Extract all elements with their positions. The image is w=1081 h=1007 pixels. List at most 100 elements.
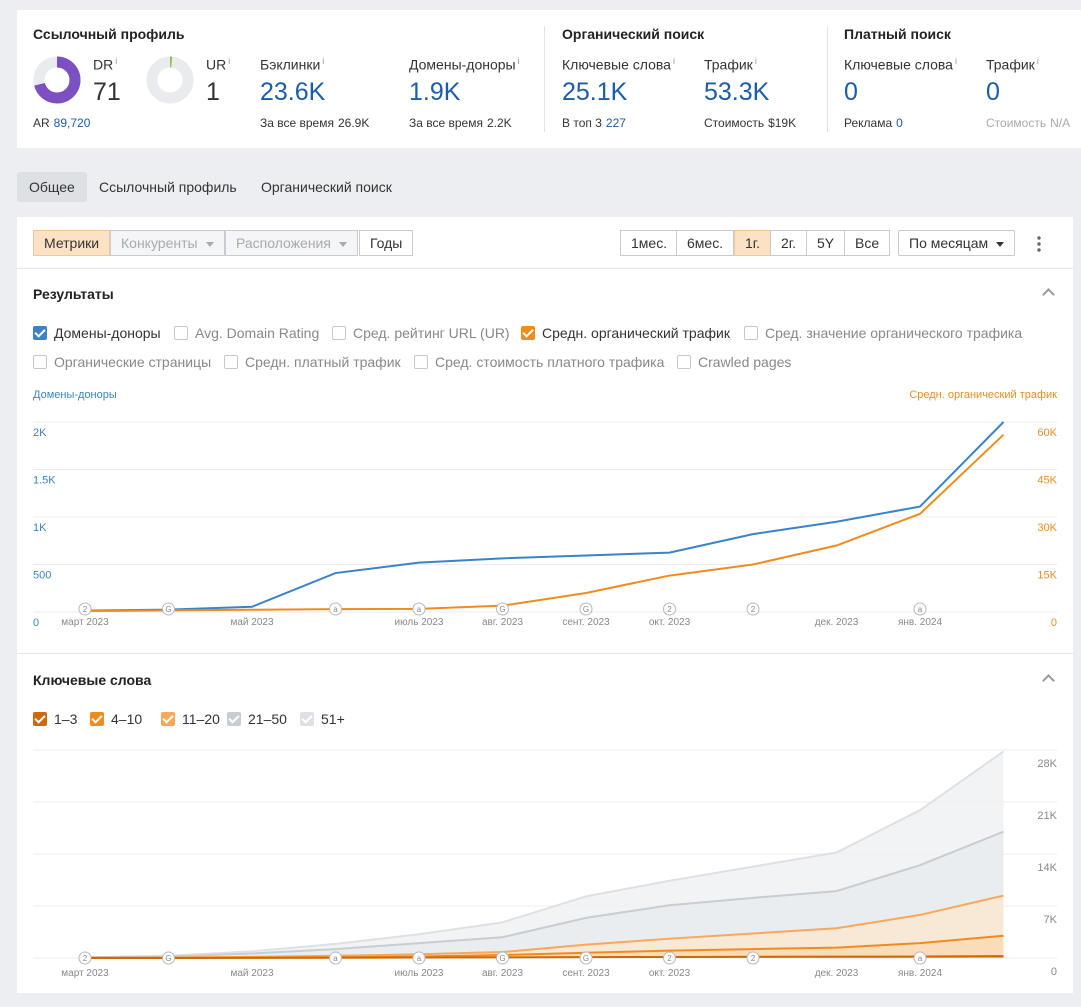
keyword-position-checkbox[interactable]: 21–50	[227, 710, 287, 728]
keyword-position-label: 21–50	[248, 711, 287, 727]
x-axis-tick: сент. 2023	[562, 617, 610, 628]
tab-overview[interactable]: Общее	[17, 172, 87, 202]
keyword-position-label: 51+	[321, 711, 345, 727]
checkbox-checked-icon[interactable]	[521, 326, 535, 340]
tab-backlink-profile[interactable]: Ссылочный профиль	[99, 179, 237, 195]
checkbox-checked-icon[interactable]	[90, 712, 104, 726]
checkbox-checked-icon[interactable]	[33, 712, 47, 726]
annotation-marker: G	[496, 602, 509, 616]
metric-checkbox[interactable]: Средн. платный трафик	[224, 353, 401, 371]
annotation-icon: 2	[83, 954, 88, 963]
keyword-position-checkbox[interactable]: 4–10	[90, 710, 142, 728]
checkbox-icon[interactable]	[414, 355, 428, 369]
annotation-circle	[663, 951, 676, 965]
annotation-marker: a	[329, 602, 342, 616]
area-fill	[85, 831, 1004, 958]
annotation-marker: G	[162, 602, 175, 616]
metric-checkbox[interactable]: Средн. органический трафик	[521, 324, 730, 342]
annotation-circle	[78, 951, 92, 965]
organic-keywords-value[interactable]: 25.1K	[562, 78, 628, 106]
divider	[17, 268, 1073, 269]
checkbox-checked-icon[interactable]	[161, 712, 175, 726]
checkbox-icon[interactable]	[332, 326, 346, 340]
annotation-marker: G	[496, 951, 509, 965]
keyword-position-checkbox[interactable]: 51+	[300, 710, 345, 728]
left-axis-tick: 500	[33, 570, 51, 582]
metric-checkbox-label: Crawled pages	[698, 354, 792, 370]
metric-checkbox[interactable]: Сред. рейтинг URL (UR)	[332, 324, 510, 342]
main-card: Метрики Конкуренты Расположения Годы 1ме…	[17, 217, 1073, 993]
chevron-down-icon	[338, 241, 347, 247]
checkbox-checked-icon[interactable]	[227, 712, 241, 726]
ur-value: 1	[206, 78, 220, 106]
metric-checkbox-label: Avg. Domain Rating	[195, 325, 320, 341]
checkbox-icon[interactable]	[744, 326, 758, 340]
annotation-icon: a	[333, 605, 338, 614]
keyword-position-checkbox[interactable]: 1–3	[33, 710, 77, 728]
dr-donut	[33, 56, 81, 104]
annotation-icon: a	[417, 605, 422, 614]
annotation-marker: a	[412, 602, 426, 616]
competitors-dropdown[interactable]: Конкуренты	[110, 230, 225, 256]
annotation-circle	[412, 951, 426, 965]
keyword-position-checkbox[interactable]: 11–20	[161, 710, 220, 728]
checkbox-icon[interactable]	[224, 355, 238, 369]
period-6m-button[interactable]: 6мес.	[676, 230, 735, 256]
chevron-up-icon[interactable]	[1042, 674, 1055, 687]
checkbox-icon[interactable]	[174, 326, 188, 340]
annotation-icon: G	[583, 954, 589, 963]
paid-keywords-value[interactable]: 0	[844, 78, 858, 106]
period-1y-button[interactable]: 1г.	[734, 230, 772, 256]
annotation-icon: 2	[751, 605, 756, 614]
more-vertical-icon[interactable]	[1035, 235, 1043, 253]
annotation-circle	[329, 602, 342, 616]
checkbox-checked-icon[interactable]	[300, 712, 314, 726]
metric-checkbox[interactable]: Органические страницы	[33, 353, 211, 371]
metric-checkbox[interactable]: Crawled pages	[677, 353, 791, 371]
metric-checkbox[interactable]: Домены-доноры	[33, 324, 161, 342]
locations-dropdown[interactable]: Расположения	[225, 230, 358, 256]
area-line	[84, 750, 1005, 959]
annotation-icon: G	[165, 954, 171, 963]
left-axis-tick: 2K	[33, 427, 47, 439]
ar-value[interactable]: 89,720	[53, 116, 91, 130]
tab-organic-search[interactable]: Органический поиск	[261, 179, 392, 195]
backlinks-value[interactable]: 23.6K	[260, 78, 326, 106]
series-line	[84, 433, 1005, 613]
years-button[interactable]: Годы	[359, 230, 414, 256]
period-1m-button[interactable]: 1мес.	[620, 230, 679, 256]
chevron-up-icon[interactable]	[1042, 288, 1055, 301]
right-axis-tick: 0	[1051, 966, 1057, 978]
summary-card: Ссылочный профиль DR i 71 UR i 1 AR 89,720 …	[17, 10, 1081, 148]
paid-traffic-value[interactable]: 0	[986, 78, 1000, 106]
area-line	[84, 830, 1004, 959]
metric-checkbox[interactable]: Сред. значение органического трафика	[744, 324, 1022, 342]
annotation-icon: a	[918, 605, 923, 614]
organic-traffic-value[interactable]: 53.3K	[704, 78, 770, 106]
top3-value[interactable]: 227	[605, 116, 626, 130]
chevron-down-icon	[205, 241, 214, 247]
checkbox-icon[interactable]	[677, 355, 691, 369]
annotation-icon: 2	[667, 605, 672, 614]
period-2y-button[interactable]: 2г.	[770, 230, 808, 256]
left-axis-tick: 1K	[33, 522, 47, 534]
right-axis-tick: 30K	[1037, 522, 1057, 534]
annotation-marker: 2	[746, 951, 760, 965]
ur-donut	[146, 56, 194, 104]
metrics-button[interactable]: Метрики	[33, 230, 111, 256]
ref-domains-value[interactable]: 1.9K	[409, 78, 461, 106]
granularity-dropdown[interactable]: По месяцам	[898, 230, 1016, 256]
checkbox-checked-icon[interactable]	[33, 326, 47, 340]
annotation-circle	[162, 602, 175, 616]
annotation-marker: 2	[746, 602, 760, 616]
period-5y-button[interactable]: 5Y	[806, 230, 846, 256]
left-axis-title: Домены-доноры	[33, 389, 117, 401]
period-all-button[interactable]: Все	[844, 230, 891, 256]
metric-checkbox[interactable]: Avg. Domain Rating	[174, 324, 319, 342]
organic-keywords-label: Ключевые слова i	[562, 56, 675, 73]
annotation-icon: 2	[83, 605, 88, 614]
metric-checkbox[interactable]: Сред. стоимость платного трафика	[414, 353, 664, 371]
annotation-marker: 2	[78, 951, 92, 965]
keyword-position-label: 1–3	[54, 711, 78, 727]
checkbox-icon[interactable]	[33, 355, 47, 369]
